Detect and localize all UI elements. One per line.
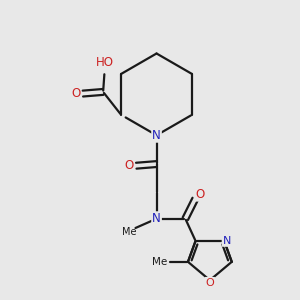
Text: O: O [71,87,80,100]
Text: N: N [152,129,161,142]
Text: Me: Me [152,257,167,267]
Text: N: N [223,236,231,246]
Text: Me: Me [122,227,136,237]
Text: HO: HO [96,56,114,69]
Text: O: O [124,159,134,172]
Text: O: O [206,278,214,288]
Text: N: N [152,212,161,225]
Text: O: O [195,188,205,201]
